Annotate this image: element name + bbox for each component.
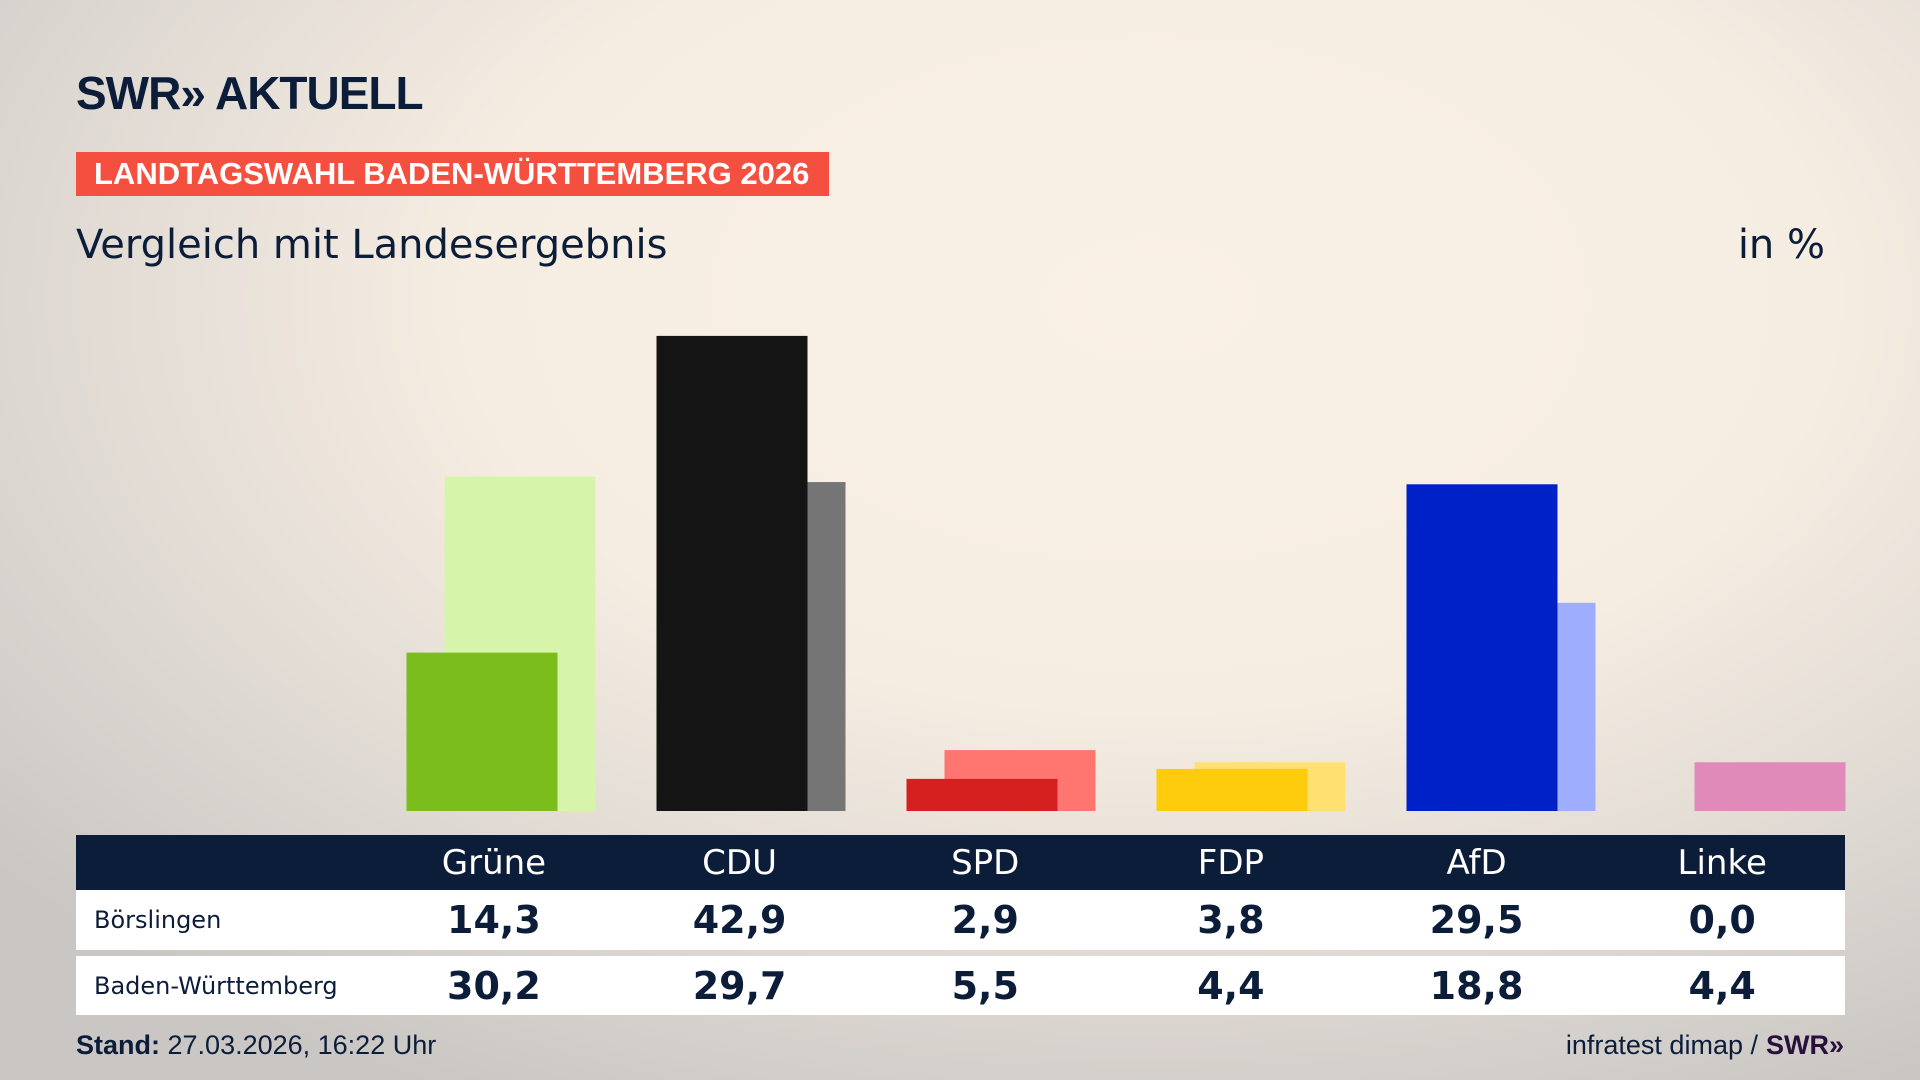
row-label: Börslingen — [94, 906, 222, 934]
value-cell: 4,4 — [1688, 963, 1756, 1008]
party-header: CDU — [702, 842, 777, 883]
table-row: Baden-Württemberg 30,2 29,7 5,5 4,4 18,8… — [76, 956, 1845, 1015]
election-banner: LANDTAGSWAHL BADEN-WÜRTTEMBERG 2026 — [76, 152, 829, 196]
party-header: Grüne — [441, 842, 547, 883]
timestamp: Stand: 27.03.2026, 16:22 Uhr — [76, 1030, 436, 1061]
value-cell: 14,3 — [447, 898, 541, 942]
party-header: SPD — [951, 842, 1020, 883]
logo-text: SWR» AKTUELL — [76, 67, 424, 119]
bar-local-spd — [906, 778, 1058, 811]
value-cell: 5,5 — [951, 963, 1019, 1008]
chart-subtitle: Vergleich mit Landesergebnis — [76, 222, 668, 268]
bar-state-linke — [1694, 762, 1846, 811]
party-header: FDP — [1197, 842, 1265, 883]
stand-label: Stand: — [76, 1030, 160, 1060]
bar-local-cdu — [656, 335, 808, 811]
results-table: Grüne CDU SPD FDP AfD Linke Börslingen 1… — [76, 835, 1845, 1015]
value-cell: 4,4 — [1197, 963, 1265, 1008]
unit-label: in % — [1737, 222, 1825, 268]
value-cell: 18,8 — [1429, 963, 1524, 1008]
table-row: Börslingen 14,3 42,9 2,9 3,8 29,5 0,0 — [76, 890, 1845, 950]
source-text: infratest dimap / — [1565, 1030, 1758, 1060]
party-header: Linke — [1677, 842, 1767, 883]
bar-local-fdp — [1156, 768, 1308, 811]
bar-chart — [406, 335, 1846, 811]
value-cell: 29,5 — [1429, 898, 1524, 942]
bar-local-afd — [1406, 484, 1558, 811]
value-cell: 29,7 — [692, 963, 787, 1008]
swr-aktuell-logo: SWR» AKTUELL — [76, 67, 424, 119]
value-cell: 30,2 — [447, 963, 541, 1008]
table-header: Grüne CDU SPD FDP AfD Linke — [76, 835, 1845, 890]
value-cell: 42,9 — [692, 898, 787, 942]
swr-small-logo: SWR» — [1765, 1030, 1844, 1060]
value-cell: 2,9 — [951, 898, 1019, 942]
source: infratest dimap / SWR» — [1566, 1030, 1844, 1061]
value-cell: 3,8 — [1197, 898, 1265, 942]
bar-local-grüne — [406, 652, 558, 811]
row-label: Baden-Württemberg — [94, 971, 338, 1000]
value-cell: 0,0 — [1688, 898, 1756, 942]
stand-value: 27.03.2026, 16:22 Uhr — [167, 1030, 437, 1060]
party-header: AfD — [1446, 842, 1507, 883]
